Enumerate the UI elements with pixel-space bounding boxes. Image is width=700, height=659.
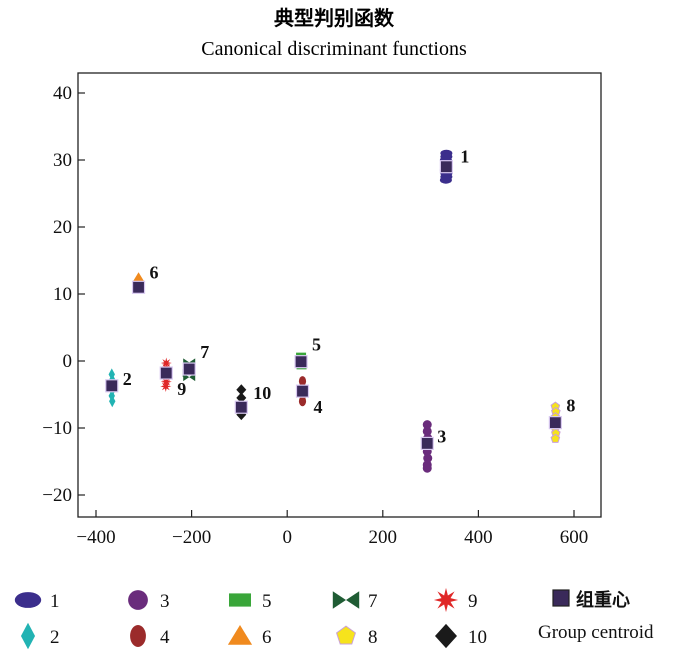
- y-tick-label: 10: [53, 284, 72, 305]
- y-tick-label: −20: [42, 485, 72, 506]
- group-label-10: 10: [253, 383, 271, 403]
- point-labels: 1 2 3 4 5 6 7 8 9 10: [123, 147, 576, 447]
- legend-label-8: 8: [368, 627, 378, 648]
- data-point-group-2: [109, 395, 116, 408]
- legend-marker-6: [227, 625, 253, 645]
- legend-marker-centroid: [552, 589, 570, 607]
- data-points: [108, 149, 561, 473]
- legend-marker-7: [332, 591, 360, 609]
- legend-label-5: 5: [262, 591, 272, 612]
- centroid-group-8: [548, 416, 562, 430]
- data-point-group-9: [160, 381, 172, 392]
- data-point-group-3: [422, 426, 432, 436]
- group-label-2: 2: [123, 369, 132, 389]
- legend-label-centroid-cn: 组重心: [576, 589, 630, 611]
- group-label-1: 1: [460, 147, 469, 167]
- data-point-group-4: [298, 396, 307, 407]
- chart-title: 典型判别函数: [274, 6, 395, 30]
- legend-label-9: 9: [468, 591, 478, 612]
- legend-marker-4: [130, 625, 146, 647]
- x-tick-label: 200: [369, 527, 398, 548]
- data-point-group-3: [422, 463, 432, 473]
- legend-label-4: 4: [160, 627, 170, 648]
- y-tick-label: 40: [53, 83, 72, 104]
- data-point-group-6: [133, 272, 145, 282]
- centroid-group-10: [234, 400, 248, 414]
- group-label-4: 4: [313, 397, 322, 417]
- centroid-group-6: [131, 280, 146, 294]
- y-tick-label: 30: [53, 150, 72, 171]
- legend-label-3: 3: [160, 591, 170, 612]
- legend-label-1: 1: [50, 591, 60, 612]
- group-label-5: 5: [312, 335, 321, 355]
- legend-marker-2: [20, 622, 36, 650]
- centroid-group-2: [105, 379, 119, 393]
- legend-marker-8: [336, 625, 356, 645]
- y-tick-label: 20: [53, 217, 72, 238]
- legend-label-10: 10: [468, 627, 487, 648]
- data-point-group-10: [236, 392, 247, 404]
- x-tick-label: 0: [282, 527, 292, 548]
- legend-label-centroid-en: Group centroid: [538, 622, 654, 643]
- x-tick-label: 400: [464, 527, 493, 548]
- x-tick-label: −200: [172, 527, 211, 548]
- centroid-group-4: [295, 384, 310, 398]
- axes: −400 −200 0 200 400 600 −20 −10 0 10 20 30 40: [42, 83, 588, 548]
- data-point-group-1: [439, 176, 452, 184]
- group-label-6: 6: [150, 262, 159, 282]
- centroid-group-1: [439, 160, 453, 174]
- legend-label-7: 7: [368, 591, 378, 612]
- y-tick-label: −10: [42, 418, 72, 439]
- legend-label-6: 6: [262, 627, 272, 648]
- legend-marker-3: [128, 590, 148, 610]
- data-point-group-8: [550, 433, 561, 443]
- group-label-7: 7: [200, 342, 209, 362]
- centroid-group-9: [159, 366, 173, 380]
- chart-subtitle: Canonical discriminant functions: [201, 38, 467, 60]
- data-point-group-3: [422, 420, 432, 430]
- centroid-group-3: [420, 436, 434, 451]
- data-point-group-10: [236, 384, 247, 396]
- centroids: [105, 160, 562, 451]
- x-tick-label: 600: [560, 527, 589, 548]
- legend: 1 2 3 4 5 6 7 8 9 10 组重心 Group centroid: [14, 587, 654, 650]
- centroid-group-5: [294, 355, 308, 369]
- legend-marker-9: [433, 587, 459, 613]
- y-tick-label: 0: [63, 351, 73, 372]
- x-tick-label: −400: [76, 527, 115, 548]
- legend-label-2: 2: [50, 627, 60, 648]
- legend-marker-5: [229, 593, 251, 607]
- plot-frame: [77, 72, 602, 518]
- legend-marker-10: [435, 623, 457, 649]
- data-point-group-3: [423, 453, 433, 463]
- centroid-group-7: [182, 362, 196, 376]
- group-label-3: 3: [437, 426, 446, 446]
- legend-marker-1: [14, 592, 42, 608]
- group-label-9: 9: [177, 379, 186, 399]
- group-label-8: 8: [566, 396, 575, 416]
